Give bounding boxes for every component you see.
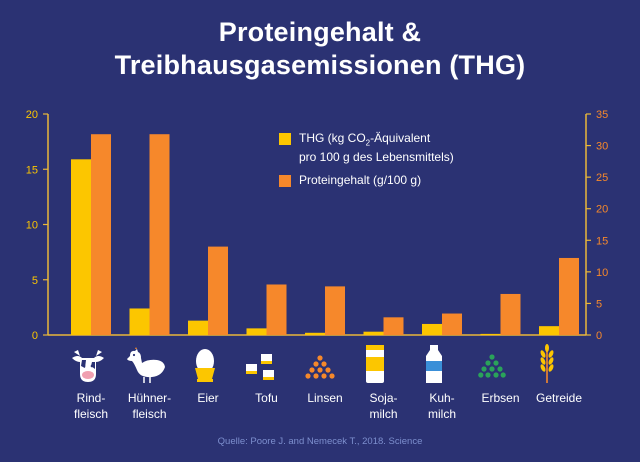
cow-milk-icon: [426, 345, 442, 383]
category-label: Rind- fleisch: [73, 391, 108, 421]
bar-protein: [442, 313, 462, 335]
legend-label-thg-line2: pro 100 g des Lebensmittels): [299, 150, 454, 165]
legend-label-thg-b: -Äquivalent: [370, 131, 431, 145]
legend: THG (kg CO2-Äquivalent pro 100 g des Leb…: [279, 131, 454, 196]
bar-thg: [246, 328, 267, 335]
bar-thg: [422, 323, 442, 335]
bar-protein: [149, 134, 170, 335]
y-left-tick-label: 5: [32, 275, 38, 287]
tofu-icon: [246, 354, 274, 380]
category-label: Hühner- fleisch: [127, 391, 172, 421]
legend-item-thg: THG (kg CO2-Äquivalent pro 100 g des Leb…: [279, 131, 454, 165]
bar-protein: [266, 284, 287, 335]
legend-item-protein: Proteingehalt (g/100 g): [279, 173, 454, 188]
category-label: Kuh- milch: [427, 391, 456, 421]
y-right-tick-label: 10: [596, 267, 608, 279]
bar-protein: [559, 257, 579, 335]
bar-protein: [500, 293, 521, 335]
y-right-tick-label: 35: [596, 109, 608, 121]
chart-title: Proteingehalt & Treibhausgasemissionen (…: [0, 16, 640, 82]
bar-thg: [71, 159, 91, 335]
chicken-icon: [127, 347, 165, 383]
y-right-tick-label: 0: [596, 330, 602, 342]
y-left-tick-label: 10: [26, 220, 38, 232]
y-right-tick-label: 15: [596, 235, 608, 247]
category-labels: Rind- fleisch Hühner- fleisch Eier Tofu …: [0, 390, 640, 430]
y-right-tick-label: 30: [596, 141, 608, 153]
bar-thg: [188, 320, 208, 335]
category-label: Soja- milch: [369, 391, 398, 421]
category-label: Eier: [197, 391, 219, 405]
soy-milk-icon: [366, 345, 384, 383]
chart-title-line2: Treibhausgasemissionen (THG): [114, 50, 526, 80]
bar-thg: [363, 331, 384, 335]
bar-protein: [383, 317, 404, 335]
bar-thg: [480, 333, 501, 335]
category-label: Tofu: [255, 391, 278, 405]
grain-icon: [540, 344, 554, 383]
bar-thg: [305, 332, 325, 335]
peas-icon: [478, 354, 506, 378]
y-right-tick-label: 20: [596, 204, 608, 216]
y-left-tick-label: 20: [26, 109, 38, 121]
legend-label-protein: Proteingehalt (g/100 g): [299, 173, 422, 188]
bar-protein: [208, 246, 228, 335]
lentils-icon: [305, 355, 335, 379]
legend-label-thg-sub: 2: [365, 138, 371, 148]
bar-protein: [325, 286, 345, 335]
source-note: Quelle: Poore J. and Nemecek T., 2018. S…: [217, 436, 423, 447]
category-label: Linsen: [307, 391, 343, 405]
category-label: Erbsen: [481, 391, 520, 405]
y-right-tick-label: 25: [596, 172, 608, 184]
legend-swatch-thg: [279, 133, 291, 145]
y-right-tick-label: 5: [596, 298, 602, 310]
y-left-tick-label: 15: [26, 164, 38, 176]
bar-thg: [129, 308, 150, 335]
category-label: Getreide: [535, 391, 583, 405]
bar-protein: [91, 134, 111, 335]
legend-label-thg-a: THG (kg CO: [299, 131, 366, 145]
y-left-tick-label: 0: [32, 330, 38, 342]
legend-swatch-protein: [279, 175, 291, 188]
egg-icon: [195, 349, 215, 382]
chart-title-line1: Proteingehalt &: [218, 17, 422, 47]
bar-thg: [539, 326, 559, 335]
cow-icon: [72, 350, 104, 382]
